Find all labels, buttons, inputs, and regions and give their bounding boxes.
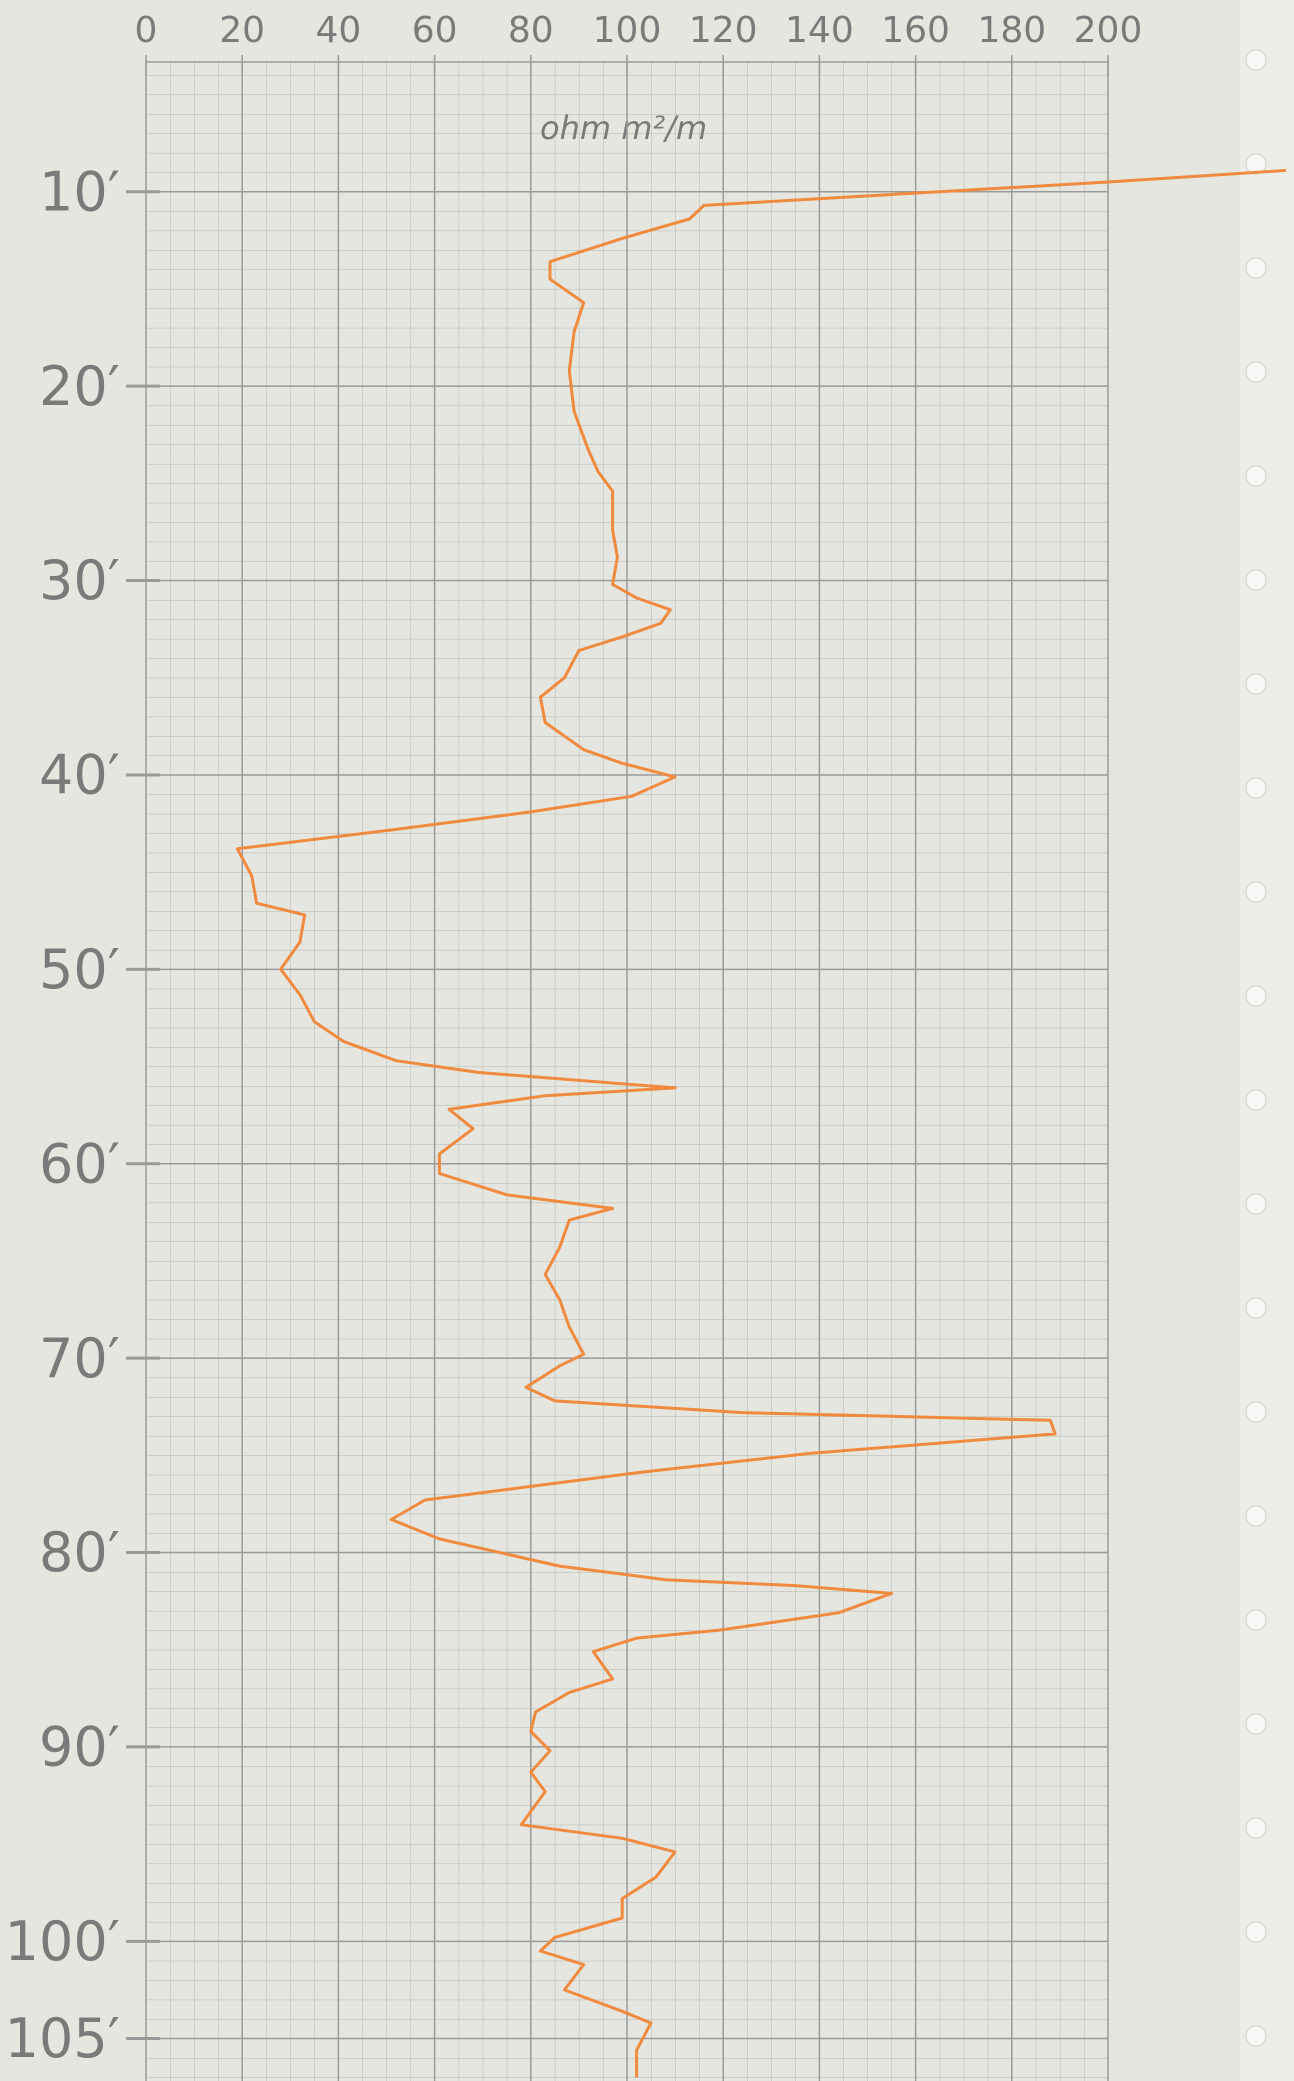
y-tick-label: 10′: [39, 160, 120, 223]
x-tick-label: 120: [689, 10, 758, 51]
sprocket-hole: [1245, 1609, 1267, 1631]
x-tick-label: 100: [593, 10, 662, 51]
y-tick-label: 30′: [39, 549, 120, 612]
y-tick-label: 80′: [39, 1521, 120, 1584]
y-tick-label: 105′: [5, 2007, 120, 2070]
x-tick-label: 80: [508, 10, 554, 51]
sprocket-hole: [1245, 465, 1267, 487]
x-tick-label: 20: [219, 10, 265, 51]
sprocket-hole: [1245, 153, 1267, 175]
sprocket-hole: [1245, 1089, 1267, 1111]
sprocket-hole: [1245, 673, 1267, 695]
x-tick-label: 180: [977, 10, 1046, 51]
y-tick-label: 40′: [39, 744, 120, 807]
sprocket-strip: [1240, 0, 1294, 2081]
sprocket-hole: [1245, 1193, 1267, 1215]
sprocket-hole: [1245, 1921, 1267, 1943]
sprocket-hole: [1245, 569, 1267, 591]
y-tick-label: 20′: [39, 355, 120, 418]
x-tick-label: 200: [1074, 10, 1143, 51]
sprocket-hole: [1245, 985, 1267, 1007]
x-tick-label: 0: [135, 10, 158, 51]
sprocket-hole: [1245, 1817, 1267, 1839]
sprocket-hole: [1245, 1297, 1267, 1319]
sprocket-hole: [1245, 777, 1267, 799]
sprocket-hole: [1245, 2025, 1267, 2047]
y-tick-label: 70′: [39, 1327, 120, 1390]
y-tick-label: 60′: [39, 1132, 120, 1195]
sprocket-hole: [1245, 1713, 1267, 1735]
x-tick-label: 160: [881, 10, 950, 51]
sprocket-hole: [1245, 1401, 1267, 1423]
x-tick-label: 140: [785, 10, 854, 51]
sprocket-hole: [1245, 257, 1267, 279]
sprocket-hole: [1245, 881, 1267, 903]
sprocket-hole: [1245, 361, 1267, 383]
axis-label: ohm m²/m: [540, 109, 707, 147]
sprocket-hole: [1245, 49, 1267, 71]
y-tick-label: 90′: [39, 1716, 120, 1779]
y-tick-label: 50′: [39, 938, 120, 1001]
resistivity-curve: [235, 168, 1287, 2078]
x-tick-label: 60: [412, 10, 458, 51]
sprocket-hole: [1245, 1505, 1267, 1527]
y-tick-label: 100′: [5, 1910, 120, 1973]
x-tick-label: 40: [315, 10, 361, 51]
